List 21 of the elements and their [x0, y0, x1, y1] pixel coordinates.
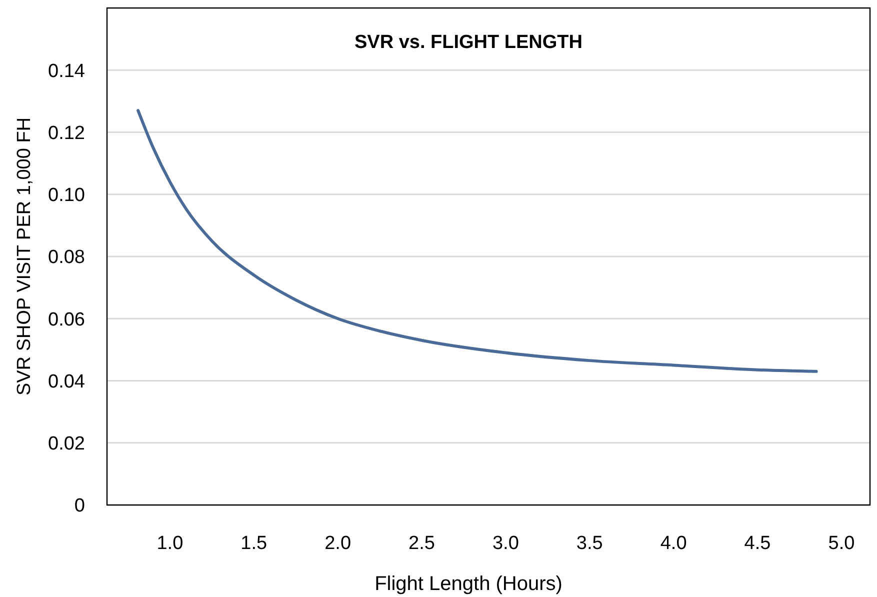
y-tick-label: 0.04: [48, 371, 86, 392]
x-tick-label: 3.0: [492, 533, 519, 554]
x-tick-label: 1.0: [156, 533, 184, 554]
text: SVR vs. FLIGHT LENGTH: [354, 32, 583, 53]
x-tick-label: 2.0: [324, 533, 352, 554]
x-tick-label: 4.5: [744, 533, 771, 554]
y-tick-label: 0: [74, 496, 85, 517]
y-tick-label: 0.06: [48, 309, 85, 330]
y-tick-label: 0.08: [48, 247, 85, 268]
y-tick-label: 0.14: [48, 60, 86, 82]
x-tick-label: 3.5: [576, 533, 603, 554]
x-tick-label: 2.5: [408, 533, 435, 554]
y-axis-title: SVR SHOP VISIT PER 1,000 FH: [14, 117, 35, 396]
x-tick-label: 4.0: [660, 533, 687, 554]
x-axis-title: Flight Length (Hours): [374, 573, 562, 595]
y-tick-label: 0.10: [48, 185, 85, 206]
x-tick-label: 1.5: [240, 533, 268, 554]
y-tick-label: 0.02: [48, 434, 85, 455]
x-tick-label: 5.0: [828, 533, 855, 554]
y-tick-label: 0.12: [48, 122, 85, 144]
line-series: [136, 109, 818, 373]
